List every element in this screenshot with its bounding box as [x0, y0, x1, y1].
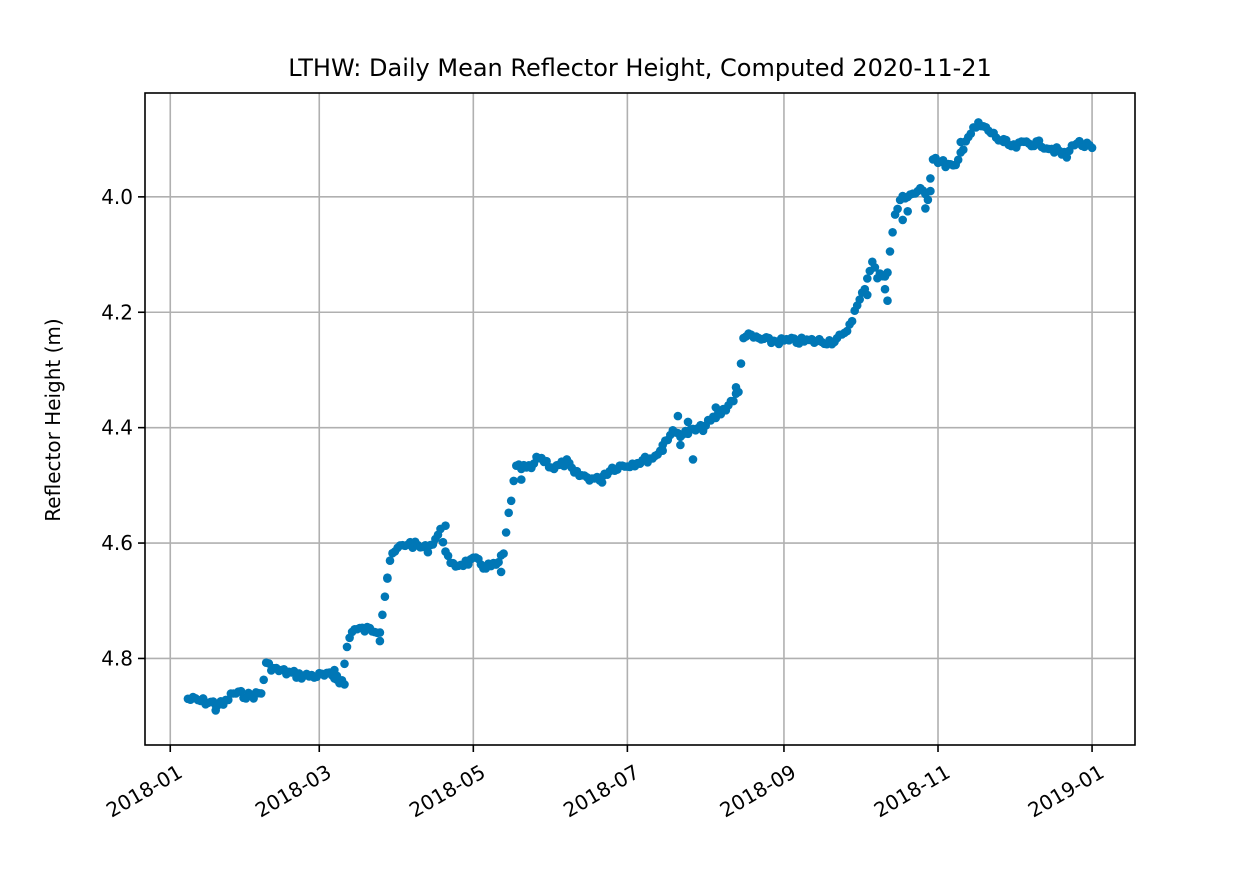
data-point — [494, 557, 503, 567]
data-point — [926, 186, 935, 196]
data-point — [378, 610, 387, 620]
data-point — [340, 680, 349, 689]
data-point — [736, 359, 746, 368]
data-point — [898, 215, 907, 225]
data-point — [597, 478, 607, 487]
data-point — [340, 659, 349, 669]
data-point — [517, 475, 526, 484]
data-point — [729, 396, 738, 406]
data-point — [888, 228, 897, 237]
y-tick-label: 4.6 — [101, 531, 133, 555]
data-point — [383, 573, 392, 582]
data-point — [847, 316, 857, 326]
data-point — [880, 284, 890, 294]
y-tick-label: 4.4 — [101, 416, 133, 440]
data-point — [870, 263, 880, 272]
data-point — [504, 508, 513, 518]
data-point — [380, 592, 390, 601]
data-point — [893, 204, 902, 214]
data-point — [883, 296, 892, 306]
data-point — [506, 496, 516, 506]
data-point — [883, 268, 892, 277]
data-point — [903, 207, 912, 216]
plot-frame — [144, 92, 1136, 746]
y-tick-label: 4.0 — [101, 185, 133, 209]
data-point — [683, 417, 693, 427]
data-point — [529, 459, 539, 468]
data-points — [183, 118, 1097, 715]
data-point — [509, 476, 518, 486]
data-point — [953, 155, 963, 165]
y-tick-label: 4.8 — [101, 646, 133, 670]
data-point — [213, 700, 223, 709]
data-point — [375, 636, 385, 646]
data-point — [999, 137, 1008, 147]
data-point — [259, 675, 269, 685]
y-tick-label: 4.2 — [101, 300, 133, 324]
data-point — [441, 521, 450, 530]
data-point — [956, 137, 965, 147]
chart-title: LTHW: Daily Mean Reflector Height, Compu… — [288, 54, 992, 82]
data-point — [1087, 143, 1097, 153]
data-point — [375, 628, 385, 637]
data-point — [330, 665, 339, 675]
data-point — [855, 295, 864, 304]
data-point — [658, 446, 667, 456]
data-point — [244, 691, 253, 701]
data-point — [959, 145, 968, 154]
data-point — [256, 689, 266, 698]
data-point — [443, 551, 453, 561]
data-point — [342, 642, 352, 652]
data-point — [688, 455, 698, 464]
data-point — [499, 549, 508, 558]
data-point — [676, 440, 685, 450]
data-point — [863, 274, 872, 283]
data-point — [926, 174, 935, 183]
data-point — [885, 247, 895, 256]
y-axis-label: Reflector Height (m) — [41, 318, 65, 521]
data-point — [496, 567, 506, 577]
data-point — [842, 326, 852, 336]
data-point — [673, 411, 683, 421]
data-point — [731, 383, 741, 392]
data-point — [236, 686, 246, 696]
data-point — [1062, 153, 1072, 162]
data-point — [921, 204, 930, 213]
data-point — [423, 547, 433, 557]
grid — [145, 93, 1135, 745]
data-point — [863, 290, 872, 300]
data-point — [501, 528, 511, 537]
data-point — [923, 195, 933, 205]
y-axis: 4.0 4.2 4.4 4.6 4.8 — [101, 185, 145, 670]
data-point — [385, 556, 395, 565]
data-point — [438, 537, 448, 547]
data-point — [711, 403, 721, 412]
